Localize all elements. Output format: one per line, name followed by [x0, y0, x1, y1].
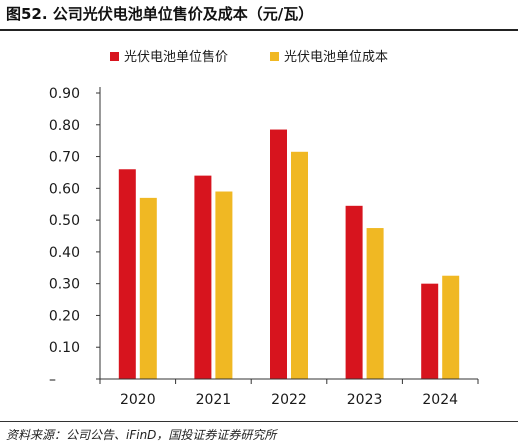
title-divider	[0, 29, 518, 31]
y-tick-label: 0.50	[49, 213, 80, 229]
x-tick-label-2020: 2020	[120, 392, 156, 408]
legend-swatch-1	[110, 52, 119, 61]
bar-2024-series-2	[442, 275, 460, 379]
y-axis: – 0.10 0.20 0.30 0.40 0.50 0.60 0.70 0.80 0.90	[49, 86, 101, 388]
bar-2023-series-1	[345, 205, 363, 379]
bar-2021-series-2	[215, 191, 233, 379]
x-tick-label-2022: 2022	[271, 392, 307, 408]
y-tick-label: –	[49, 372, 56, 388]
legend-label-1: 光伏电池单位售价	[124, 49, 228, 65]
x-tick-label-2021: 2021	[196, 392, 232, 408]
bar-2020-series-1	[118, 169, 136, 379]
bar-2022-series-2	[291, 151, 308, 379]
x-tick-label-2024: 2024	[422, 392, 458, 408]
y-tick-label: 0.10	[49, 340, 80, 356]
y-tick-label: 0.60	[49, 181, 80, 197]
x-axis: 2020 2021 2022 2023 2024	[99, 378, 479, 408]
y-tick-label: 0.90	[49, 86, 80, 102]
bar-2024-series-1	[421, 283, 439, 379]
y-tick-label: 0.40	[49, 245, 80, 261]
x-tick-label-2023: 2023	[347, 392, 383, 408]
y-tick-label: 0.30	[49, 277, 80, 293]
bar-2021-series-1	[194, 175, 212, 379]
bar-2023-series-2	[366, 228, 384, 379]
y-tick-label: 0.80	[49, 118, 80, 134]
bar-2022-series-1	[270, 129, 287, 379]
source-divider	[0, 421, 518, 422]
y-tick-label: 0.20	[49, 308, 80, 324]
legend: 光伏电池单位售价 光伏电池单位成本	[110, 49, 388, 65]
y-tick-label: 0.70	[49, 150, 80, 166]
source-note: 资料来源：公司公告、iFinD，国投证券证券研究所	[6, 428, 277, 442]
legend-label-2: 光伏电池单位成本	[284, 50, 388, 65]
bar-2020-series-2	[139, 197, 157, 379]
chart-title: 图52. 公司光伏电池单位售价及成本（元/瓦）	[6, 5, 314, 23]
bars	[118, 129, 460, 379]
legend-swatch-2	[270, 52, 279, 61]
